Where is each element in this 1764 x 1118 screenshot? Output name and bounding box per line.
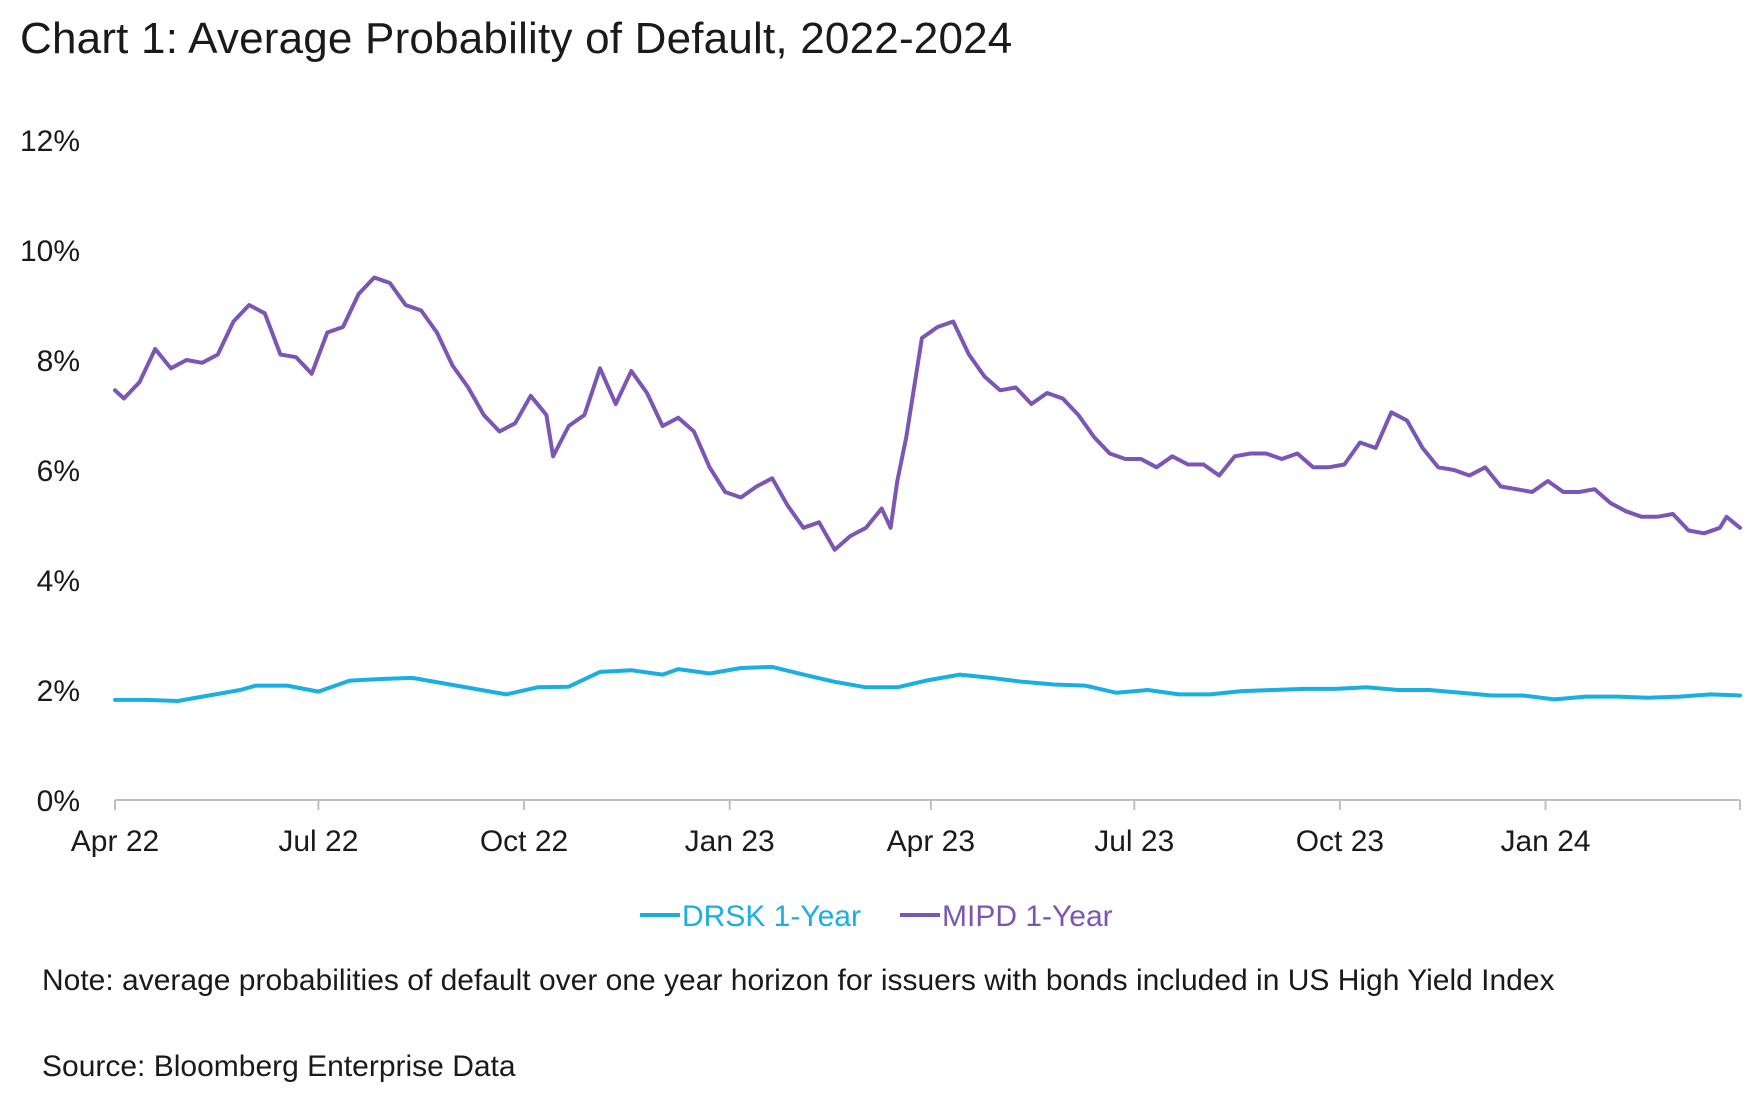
mipd-1-year-line: [113, 275, 1742, 552]
series-lines: [113, 275, 1742, 703]
chart-note: Note: average probabilities of default o…: [42, 964, 1555, 997]
x-tick-label: Apr 22: [71, 825, 159, 858]
x-tick-label: Oct 23: [1296, 825, 1384, 858]
y-axis: 0% 2% 4% 6% 8% 10% 12%: [20, 125, 80, 818]
x-tick-label: Jul 22: [278, 825, 358, 858]
legend-item-mipd-label: MIPD 1-Year: [942, 900, 1113, 933]
drsk-1-year-line: [113, 664, 1742, 703]
legend-item-drsk-label: DRSK 1-Year: [682, 900, 861, 933]
y-tick-label: 10%: [20, 235, 80, 268]
x-tick-label: Jul 23: [1094, 825, 1174, 858]
chart-source: Source: Bloomberg Enterprise Data: [42, 1050, 516, 1083]
y-tick-label: 8%: [37, 345, 80, 378]
y-tick-label: 6%: [37, 455, 80, 488]
x-tick-label: Oct 22: [480, 825, 568, 858]
y-tick-label: 0%: [37, 785, 80, 818]
x-axis: Apr 22 Jul 22 Oct 22 Jan 23 Apr 23 Jul 23 Oct …: [71, 799, 1741, 858]
y-tick-label: 12%: [20, 125, 80, 158]
x-tick-label: Jan 24: [1500, 825, 1590, 858]
x-tick-label: Apr 23: [887, 825, 975, 858]
y-tick-label: 2%: [37, 675, 80, 708]
legend[interactable]: DRSK 1-Year MIPD 1-Year: [640, 900, 1113, 933]
x-tick-label: Jan 23: [685, 825, 775, 858]
chart-title: Chart 1: Average Probability of Default,…: [20, 14, 1013, 63]
y-tick-label: 4%: [37, 565, 80, 598]
